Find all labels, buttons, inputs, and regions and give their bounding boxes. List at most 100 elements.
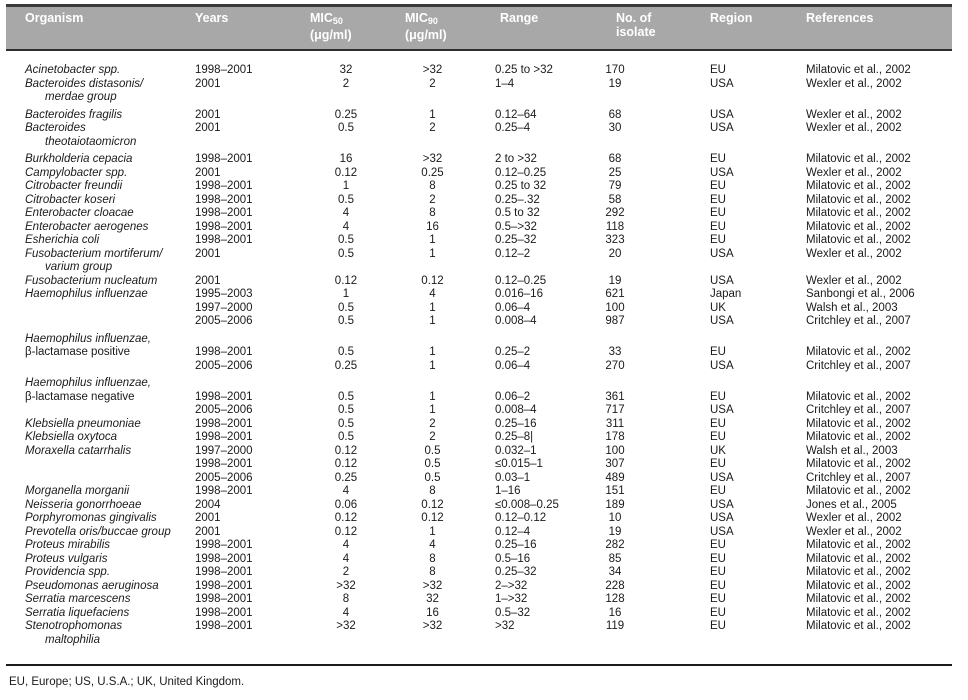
cell-mic50 [310, 634, 382, 648]
cell-spacer [382, 221, 405, 235]
cell-spacer [645, 207, 710, 221]
cell-spacer [460, 512, 495, 526]
cell-mic50: 0.5 [338, 404, 354, 416]
cell-spacer [460, 553, 495, 567]
cell-years: 1998–2001 [195, 485, 253, 497]
cell-reference: Wexler et al., 2002 [806, 166, 902, 179]
cell-organism: Stenotrophomonas [25, 620, 123, 632]
table-row: merdae group [6, 91, 952, 105]
cell-range [495, 634, 585, 648]
cell-reference: Milatovic et al., 2002 [806, 193, 911, 206]
cell-region: USA [710, 498, 734, 511]
cell-mic50: 0.5 [338, 346, 354, 358]
cell-region: EU [710, 566, 726, 578]
table-row: Neisseria gonorrhoeae 2004 0.06 0.12 ≤0.008–… [6, 499, 952, 513]
cell-isolates: 170 [605, 64, 625, 76]
cell-mic90: 16 [426, 220, 439, 233]
cell-range [495, 333, 585, 347]
cell-range: ≤0.008–0.25 [495, 498, 559, 511]
cell-years: 2001 [195, 512, 221, 524]
cell-years: 1998–2001 [195, 390, 253, 403]
cell-spacer [460, 566, 495, 580]
cell-mic50: 4 [342, 552, 350, 565]
cell-spacer [460, 248, 495, 262]
cell-reference: Milatovic et al., 2002 [806, 566, 911, 578]
cell-range: 0.25–32 [495, 234, 537, 246]
cell-mic50 [310, 377, 382, 391]
cell-spacer [645, 302, 710, 316]
cell-isolates [585, 261, 645, 275]
footnote-text: EU, Europe; US, U.S.A.; UK, United Kingd… [9, 676, 245, 688]
table-row: Campylobacter spp. 2001 0.12 0.25 0.12–0.25 2… [6, 167, 952, 181]
column-header-mic90: MIC90 (μg/ml) [405, 11, 500, 49]
cell-region: USA [710, 274, 734, 287]
column-header-label: MIC90 [405, 11, 438, 26]
cell-spacer [645, 360, 710, 374]
cell-mic90: >32 [422, 620, 443, 632]
cell-organism: Haemophilus influenzae [25, 288, 148, 300]
cell-region [710, 333, 806, 347]
cell-spacer [645, 180, 710, 194]
cell-isolates: 307 [605, 458, 625, 470]
cell-spacer [645, 234, 710, 248]
cell-isolates: 311 [605, 417, 625, 430]
cell-mic90: 8 [429, 485, 436, 497]
cell-reference: Wexler et al., 2002 [806, 77, 902, 90]
cell-spacer [382, 109, 405, 123]
cell-years: 1998–2001 [195, 153, 253, 165]
column-header-subline: isolate [616, 24, 656, 39]
cell-mic90: 8 [429, 552, 436, 565]
cell-range: 0.06–4 [495, 301, 531, 314]
cell-reference: Milatovic et al., 2002 [806, 579, 911, 592]
cell-mic50: 0.12 [334, 166, 358, 179]
cell-years: 2001 [195, 77, 221, 90]
cell-range: 0.25–.32 [495, 193, 540, 206]
cell-organism: Enterobacter aerogenes [25, 220, 149, 233]
cell-isolates: 119 [605, 620, 625, 632]
cell-isolates [585, 377, 645, 391]
cell-spacer [382, 566, 405, 580]
cell-mic90: 8 [429, 180, 436, 192]
cell-region: EU [710, 220, 726, 233]
table-row: varium group [6, 261, 952, 275]
cell-mic50: 0.5 [338, 122, 354, 134]
table-row: Esherichia coli 1998–2001 0.5 1 0.25–32 323 EU… [6, 234, 952, 248]
cell-reference [806, 634, 952, 648]
cell-organism: theotaiotaomicron [45, 135, 137, 148]
cell-spacer [460, 346, 495, 360]
cell-organism: Bacteroides distasonis/ [25, 77, 144, 90]
cell-region: USA [710, 108, 734, 121]
cell-spacer [382, 539, 405, 553]
cell-reference: Wexler et al., 2002 [806, 525, 902, 538]
cell-spacer [382, 391, 405, 405]
cell-years: 1998–2001 [195, 579, 253, 592]
cell-spacer [382, 445, 405, 459]
table-row: Proteus mirabilis 1998–2001 4 4 0.25–16 282 EU… [6, 539, 952, 553]
cell-years: 1998–2001 [195, 346, 253, 358]
table-row: 1997–2000 0.5 1 0.06–4 100 UK Walsh et al., 20… [6, 302, 952, 316]
cell-isolates: 20 [608, 247, 622, 260]
cell-range: 0.12–0.12 [495, 512, 547, 524]
cell-mic90: 1 [429, 525, 436, 538]
cell-years: 1998–2001 [195, 458, 253, 470]
cell-years: 2004 [195, 498, 221, 511]
cell-spacer [460, 458, 495, 472]
cell-spacer [460, 418, 495, 432]
cell-spacer [460, 404, 495, 418]
cell-isolates: 282 [605, 539, 625, 551]
table-row: Morganella morganii 1998–2001 4 8 1–16 151 EU M… [6, 485, 952, 499]
cell-spacer [382, 288, 405, 302]
cell-reference: Milatovic et al., 2002 [806, 485, 911, 497]
cell-isolates: 717 [605, 404, 625, 416]
cell-spacer [382, 553, 405, 567]
cell-mic90: 0.12 [421, 498, 444, 511]
cell-mic90 [405, 136, 460, 150]
cell-years: 1998–2001 [195, 220, 253, 233]
cell-isolates: 100 [605, 444, 625, 457]
cell-range: 0.25–16 [495, 539, 537, 551]
cell-spacer [382, 315, 405, 329]
cell-organism: Haemophilus influenzae, [25, 332, 151, 345]
cell-isolates: 19 [608, 525, 622, 538]
cell-spacer [460, 136, 495, 150]
column-header-subline: (μg/ml) [405, 27, 447, 42]
